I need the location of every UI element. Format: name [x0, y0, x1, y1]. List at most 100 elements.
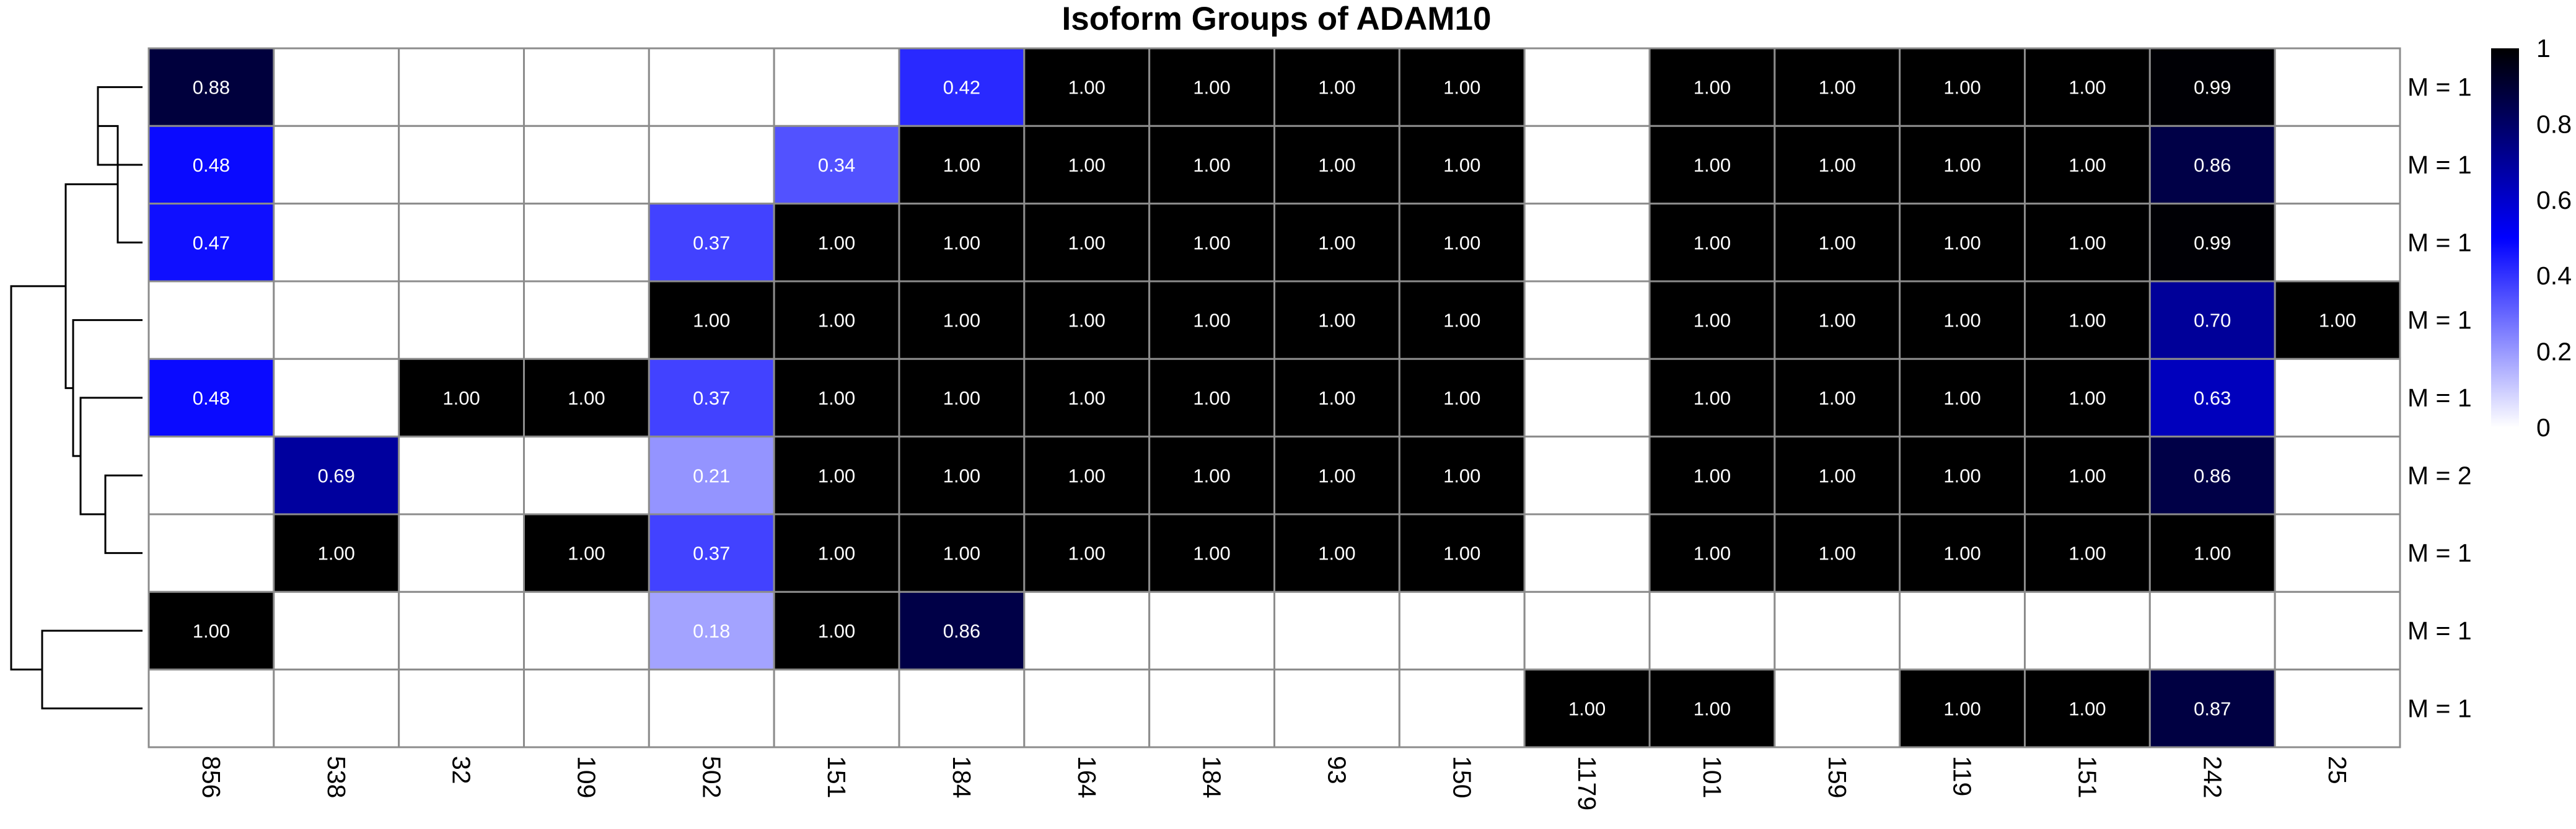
cell-value-label: 1.00: [818, 620, 855, 642]
cell-value-label: 1.00: [818, 387, 855, 409]
cell-value-label: 1.00: [2319, 310, 2356, 331]
cell-value-label: 0.37: [693, 543, 730, 564]
heatmap-cell: [2274, 513, 2401, 593]
cell-value-label: 1.00: [1694, 77, 1731, 99]
heatmap-cell: [1148, 280, 1275, 360]
heatmap-cell: [1523, 590, 1651, 671]
heatmap-cell: [1774, 590, 1901, 671]
cell-value-label: 1.00: [1819, 543, 1856, 564]
heatmap-cell: [648, 513, 775, 593]
cell-value-label: 1.00: [1193, 465, 1230, 486]
cell-value-label: 1.00: [1819, 77, 1856, 99]
heatmap-cell: [1398, 669, 1526, 748]
heatmap-cell: [147, 590, 275, 671]
cell-value-label: 0.48: [193, 154, 230, 176]
heatmap-cell: [2024, 513, 2151, 593]
cell-value-label: 1.00: [1193, 310, 1230, 331]
heatmap-cell: [2148, 669, 2276, 748]
cell-value-label: 0.86: [2194, 154, 2231, 176]
colorbar-tick-label: 0.4: [2536, 261, 2572, 290]
heatmap-cell: [2148, 125, 2276, 205]
heatmap-cell: [1899, 669, 2026, 748]
cell-value-label: 1.00: [1819, 310, 1856, 331]
heatmap-cell: [1023, 669, 1151, 748]
cell-value-label: 1.00: [318, 543, 355, 564]
cell-value-label: 1.00: [1318, 77, 1355, 99]
heatmap-cell: [1523, 203, 1651, 283]
row-label: M = 1: [2407, 384, 2472, 412]
heatmap-cell: [2148, 590, 2276, 671]
cell-value-label: 0.42: [943, 77, 980, 99]
dendrogram-branch: [72, 319, 143, 457]
cell-value-label: 1.00: [818, 543, 855, 564]
heatmap-cell: [1148, 590, 1275, 671]
heatmap-cell: [398, 47, 525, 127]
column-label: 164: [1073, 756, 1101, 798]
cell-value-label: 1.00: [2068, 154, 2106, 176]
heatmap-cell: [2274, 280, 2401, 360]
cell-value-label: 1.00: [943, 543, 980, 564]
heatmap-cell: [773, 280, 900, 360]
column-label: 242: [2198, 756, 2227, 798]
heatmap-cell: [2024, 436, 2151, 515]
heatmap-cell: [273, 47, 400, 127]
heatmap-cell: [2274, 203, 2401, 283]
cell-value-label: 1.00: [568, 387, 605, 409]
cell-value-label: 1.00: [193, 620, 230, 642]
heatmap-cell: [1523, 47, 1651, 127]
heatmap-cell: [1774, 669, 1901, 748]
cell-value-label: 1.00: [1943, 387, 1980, 409]
cell-value-label: 1.00: [1193, 232, 1230, 253]
colorbar-tick-label: 0.2: [2536, 338, 2572, 366]
cell-value-label: 1.00: [1943, 154, 1980, 176]
cell-value-label: 1.00: [693, 310, 730, 331]
heatmap-cell: [523, 590, 650, 671]
heatmap-cell: [398, 590, 525, 671]
heatmap-cell: [1398, 280, 1526, 360]
cell-value-label: 1.00: [818, 232, 855, 253]
cell-value-label: 0.88: [193, 77, 230, 99]
cell-value-label: 1.00: [2068, 698, 2106, 719]
column-label: 502: [697, 756, 726, 798]
heatmap-cell: [2024, 47, 2151, 127]
heatmap-cell: [648, 125, 775, 205]
heatmap-cell: [2024, 590, 2151, 671]
heatmap-cell: [2274, 47, 2401, 127]
heatmap-cell: [523, 280, 650, 360]
heatmap-cell: [1523, 436, 1651, 515]
cell-value-label: 1.00: [1068, 154, 1106, 176]
dendrogram-branch: [41, 629, 143, 709]
column-label: 184: [1198, 756, 1226, 798]
cell-value-label: 0.99: [2194, 232, 2231, 253]
row-label: M = 1: [2407, 694, 2472, 722]
heatmap-cell: [773, 357, 900, 438]
cell-value-label: 0.37: [693, 232, 730, 253]
heatmap-cell: [1273, 203, 1400, 283]
cell-value-label: 1.00: [1068, 310, 1106, 331]
cell-value-label: 1.00: [943, 232, 980, 253]
cell-value-label: 1.00: [1943, 465, 1980, 486]
heatmap-cell: [1523, 357, 1651, 438]
cell-value-label: 1.00: [2068, 310, 2106, 331]
cell-value-label: 0.70: [2194, 310, 2231, 331]
cell-value-label: 1.00: [1443, 232, 1480, 253]
cell-value-label: 0.86: [2194, 465, 2231, 486]
heatmap-cell: [898, 357, 1026, 438]
heatmap-cell: [1899, 280, 2026, 360]
heatmap-cell: [773, 203, 900, 283]
row-labels: M = 1 M = 1 M = 1 M = 1 M = 1 M = 2 M = 1 M = 1…: [2407, 73, 2472, 723]
heatmap-cell: [2148, 436, 2276, 515]
cell-value-label: 1.00: [2068, 232, 2106, 253]
heatmap-cell: [1523, 513, 1651, 593]
cell-value-label: 1.00: [1193, 77, 1230, 99]
cell-value-label: 1.00: [1943, 543, 1980, 564]
row-label: M = 1: [2407, 539, 2472, 568]
cell-value-label: 1.00: [1443, 465, 1480, 486]
heatmap-cell: [1648, 357, 1776, 438]
heatmap-cell: [398, 203, 525, 283]
heatmap-cell: [1648, 125, 1776, 205]
heatmap-cell: [147, 125, 275, 205]
heatmap-cell: [273, 357, 400, 438]
heatmap-cell: [1523, 669, 1651, 748]
